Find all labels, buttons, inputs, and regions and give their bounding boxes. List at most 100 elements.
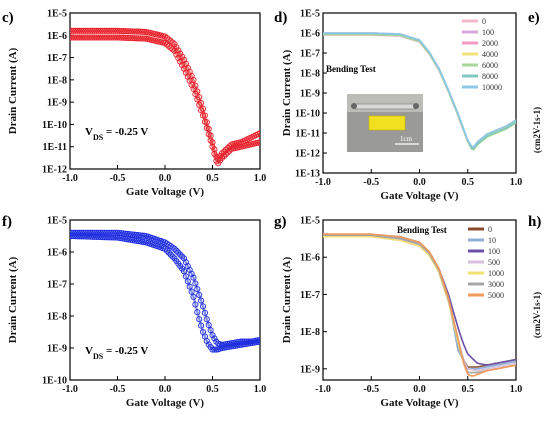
x-tick-label: 0.5 bbox=[462, 384, 475, 395]
legend-label: 10 bbox=[488, 236, 496, 245]
y-tick-label: 1E-8 bbox=[47, 312, 67, 323]
flexible-sample bbox=[368, 115, 406, 131]
data-point bbox=[163, 247, 170, 254]
x-axis-label: Gate Voltage (V) bbox=[380, 397, 459, 409]
legend-label: 1000 bbox=[488, 269, 504, 278]
y-tick-label: 1E-8 bbox=[300, 69, 320, 80]
legend: 0 10 100 500 1000 3000 5000 bbox=[468, 225, 504, 300]
plot-area bbox=[70, 27, 260, 167]
data-point bbox=[222, 151, 229, 158]
x-tick-label: -1.0 bbox=[62, 173, 78, 184]
x-tick-label: -0.5 bbox=[363, 177, 379, 188]
data-point bbox=[169, 39, 176, 46]
cutoff-axis-text: (cm2V-1s-1) bbox=[532, 292, 542, 338]
data-point bbox=[167, 38, 174, 45]
y-tick-label: 1E-12 bbox=[295, 149, 320, 160]
y-axis-label: Drain Current (A) bbox=[7, 256, 19, 343]
panel-label: d) bbox=[274, 10, 287, 26]
data-point bbox=[179, 253, 186, 260]
annotation: VDS = -0.25 V bbox=[85, 126, 148, 142]
x-tick-label: -1.0 bbox=[315, 177, 331, 188]
data-point bbox=[171, 47, 178, 54]
scale-bar-label: 1cm bbox=[400, 135, 413, 143]
legend-label: 500 bbox=[488, 258, 500, 267]
x-tick-label: 0.5 bbox=[206, 384, 219, 395]
data-point bbox=[165, 36, 172, 43]
data-point bbox=[165, 43, 172, 50]
legend-label: 3000 bbox=[488, 280, 504, 289]
annotation: Bending Test bbox=[397, 225, 447, 235]
panel-label: f) bbox=[2, 214, 12, 230]
legend-label: 0 bbox=[488, 225, 492, 234]
y-tick-label: 1E-9 bbox=[300, 364, 320, 375]
y-tick-label: 1E-10 bbox=[295, 109, 320, 120]
legend-label: 0 bbox=[482, 17, 486, 26]
data-point bbox=[169, 46, 176, 53]
data-point bbox=[220, 153, 227, 160]
x-tick-label: 0.0 bbox=[413, 177, 426, 188]
data-point bbox=[211, 335, 218, 342]
data-point bbox=[224, 149, 231, 156]
y-tick-label: 1E-7 bbox=[47, 280, 67, 291]
x-tick-label: -1.0 bbox=[62, 384, 78, 395]
x-tick-label: 0.5 bbox=[462, 177, 475, 188]
inset-top bbox=[347, 94, 423, 112]
y-tick-label: 1E-6 bbox=[300, 29, 320, 40]
data-point bbox=[179, 62, 186, 69]
data-point bbox=[173, 247, 180, 254]
y-tick-label: 1E-6 bbox=[300, 253, 320, 264]
series-line-5000 bbox=[323, 233, 516, 377]
y-tick-label: 1E-5 bbox=[47, 9, 67, 20]
data-point bbox=[175, 249, 182, 256]
data-point bbox=[188, 270, 195, 277]
y-axis-label: Drain Current (A) bbox=[281, 49, 293, 136]
panel-c: c) -1.0 -0.5 0.0 0.5 1.0 1E-12 1E-11 1E-10 1E-9 1E… bbox=[2, 9, 266, 199]
data-point bbox=[184, 263, 191, 270]
y-tick-label: 1E-7 bbox=[300, 49, 320, 60]
y-tick-label: 1E-7 bbox=[300, 290, 320, 301]
legend-label: 5000 bbox=[488, 291, 504, 300]
y-tick-label: 1E-5 bbox=[300, 9, 320, 20]
plot-area bbox=[323, 32, 516, 151]
data-point bbox=[256, 130, 260, 137]
data-point bbox=[180, 255, 188, 262]
legend: 0 100 2000 4000 6000 8000 10000 bbox=[462, 17, 502, 92]
series-line bbox=[70, 234, 260, 351]
rod-end-left bbox=[351, 103, 357, 109]
legend-label: 6000 bbox=[482, 61, 498, 70]
y-tick-label: 1E-8 bbox=[300, 327, 320, 338]
y-tick-label: 1E-9 bbox=[300, 89, 320, 100]
y-tick-label: 1E-13 bbox=[295, 169, 320, 180]
x-axis-label: Gate Voltage (V) bbox=[380, 190, 459, 202]
x-tick-label: 1.0 bbox=[254, 173, 267, 184]
data-point bbox=[175, 54, 182, 62]
data-point bbox=[165, 249, 172, 256]
x-tick-label: 0.0 bbox=[159, 173, 172, 184]
x-tick-label: 1.0 bbox=[510, 384, 523, 395]
x-tick-label: 1.0 bbox=[510, 177, 523, 188]
series-line bbox=[70, 29, 260, 161]
y-tick-label: 1E-5 bbox=[300, 216, 320, 227]
y-tick-label: 1E-10 bbox=[42, 376, 67, 387]
panel-g: g) -1.0 -0.5 0.0 0.5 1.0 1E-9 1E-8 1E-7 1E-6 1E-5 G… bbox=[274, 214, 522, 409]
x-tick-label: -0.5 bbox=[110, 384, 126, 395]
plot-area bbox=[70, 229, 260, 353]
data-point bbox=[167, 251, 174, 258]
y-tick-label: 1E-9 bbox=[47, 98, 67, 109]
legend-label: 4000 bbox=[482, 50, 498, 59]
panel-label-cutoff: e) bbox=[528, 10, 540, 26]
legend-label: 10000 bbox=[482, 83, 502, 92]
series-line bbox=[70, 231, 260, 346]
data-point bbox=[173, 51, 180, 58]
rod-end-right bbox=[413, 103, 419, 109]
panel-label-cutoff: h) bbox=[528, 214, 541, 230]
y-tick-label: 1E-11 bbox=[43, 142, 67, 153]
cutoff-axis-text: (cm2V-1s-1) bbox=[532, 107, 542, 153]
panel-d: d) -1.0 -0.5 0.0 0.5 1.0 1E-13 1E-12 1E-11 1E-10 1… bbox=[274, 9, 522, 203]
y-axis-label: Drain Current (A) bbox=[7, 47, 19, 134]
y-tick-label: 1E-12 bbox=[42, 165, 67, 176]
inset-photo: 1cm bbox=[347, 94, 423, 152]
data-point bbox=[171, 41, 178, 48]
y-tick-label: 1E-9 bbox=[47, 344, 67, 355]
data-point bbox=[169, 253, 176, 260]
